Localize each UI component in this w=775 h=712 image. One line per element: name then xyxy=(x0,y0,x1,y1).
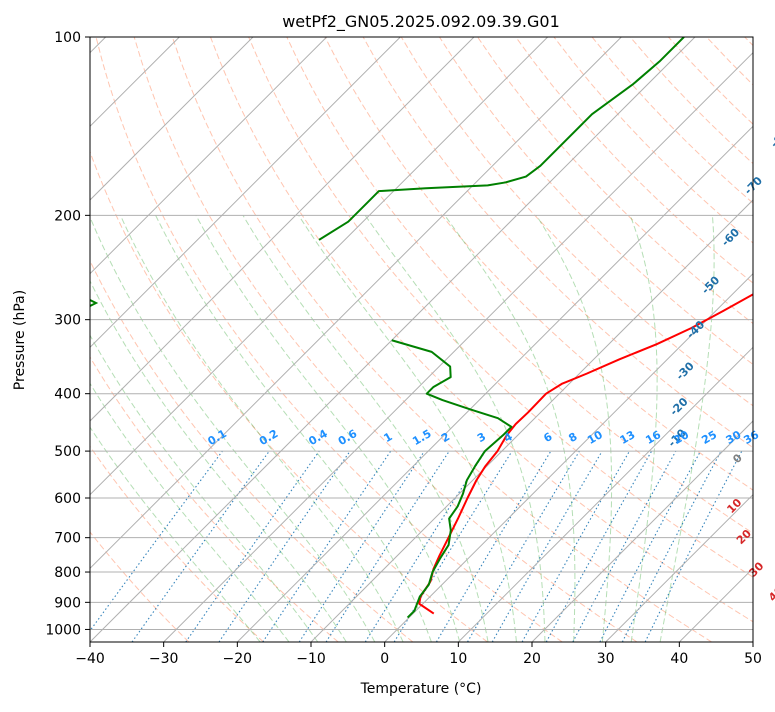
x-tick-label: 10 xyxy=(449,651,467,667)
x-tick-label: −20 xyxy=(223,651,253,667)
y-tick-label: 600 xyxy=(54,491,81,507)
y-tick-label: 300 xyxy=(54,313,81,329)
x-tick-label: 30 xyxy=(597,651,615,667)
x-tick-label: 0 xyxy=(380,651,389,667)
y-tick-label: 900 xyxy=(54,595,81,611)
x-tick-label: 40 xyxy=(670,651,688,667)
y-axis-label: Pressure (hPa) xyxy=(12,290,28,390)
y-tick-label: 700 xyxy=(54,531,81,547)
y-tick-label: 200 xyxy=(54,208,81,224)
x-tick-label: −10 xyxy=(296,651,326,667)
x-axis-label: Temperature (°C) xyxy=(360,681,482,697)
y-tick-label: 500 xyxy=(54,444,81,460)
x-tick-label: −40 xyxy=(75,651,105,667)
y-tick-label: 1000 xyxy=(45,622,81,638)
y-tick-label: 800 xyxy=(54,565,81,581)
y-tick-label: 400 xyxy=(54,387,81,403)
chart-title: wetPf2_GN05.2025.092.09.39.G01 xyxy=(282,12,560,32)
x-tick-label: 50 xyxy=(744,651,762,667)
y-tick-label: 100 xyxy=(54,30,81,46)
x-tick-label: 20 xyxy=(523,651,541,667)
x-tick-label: −30 xyxy=(149,651,179,667)
